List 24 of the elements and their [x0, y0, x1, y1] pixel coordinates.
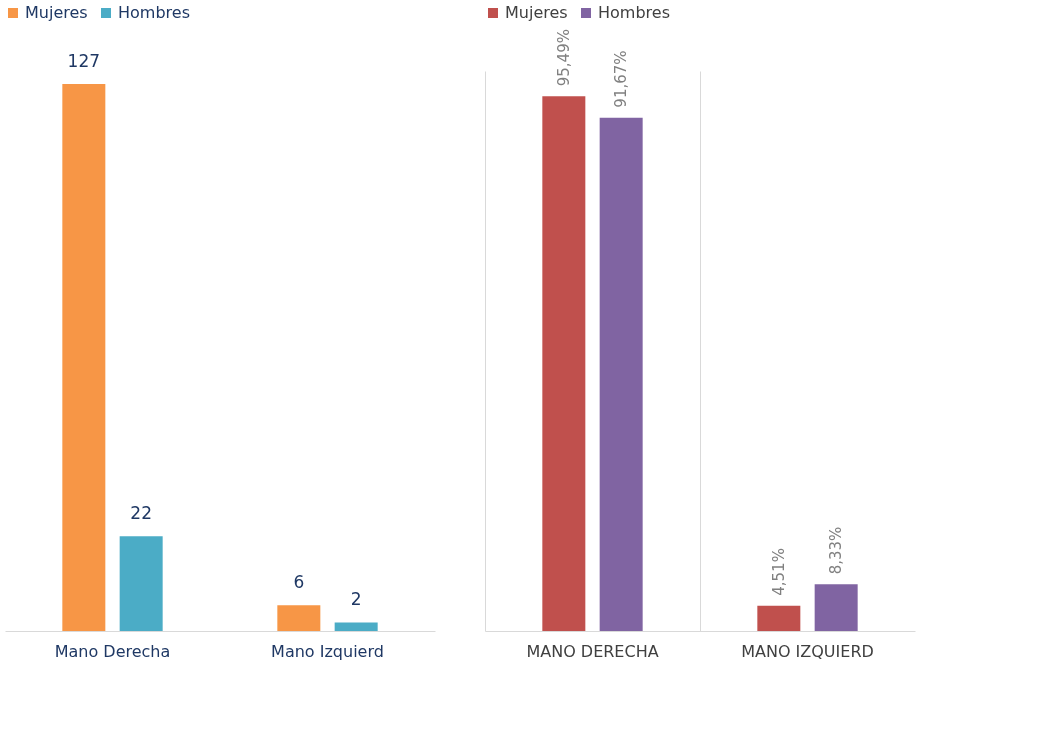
bar: [119, 536, 163, 631]
data-label: 91,67%: [612, 50, 631, 108]
x-tick-label: MANO DERECHA: [526, 641, 659, 661]
x-tick-label: Mano Derecha: [54, 641, 171, 661]
bar: [542, 96, 586, 631]
legend-label: Mujeres: [505, 3, 568, 22]
bar: [277, 605, 321, 631]
data-label: 4,51%: [769, 548, 788, 596]
bar: [62, 83, 106, 631]
data-label: 22: [130, 503, 152, 524]
bar: [814, 584, 858, 631]
legend-label: Mujeres: [25, 3, 88, 22]
x-tick-label: Mano Izquierd: [271, 641, 384, 661]
data-label: 95,49%: [554, 29, 573, 87]
data-label: 127: [67, 50, 101, 71]
x-tick-label: MANO IZQUIERD: [741, 641, 874, 661]
bar: [334, 622, 378, 631]
data-label: 2: [350, 589, 362, 610]
bar: [757, 605, 801, 631]
data-label: 6: [293, 572, 305, 593]
legend-label: Hombres: [118, 3, 190, 22]
legend-label: Hombres: [598, 3, 670, 22]
bar: [599, 117, 643, 631]
data-label: 8,33%: [827, 526, 846, 575]
